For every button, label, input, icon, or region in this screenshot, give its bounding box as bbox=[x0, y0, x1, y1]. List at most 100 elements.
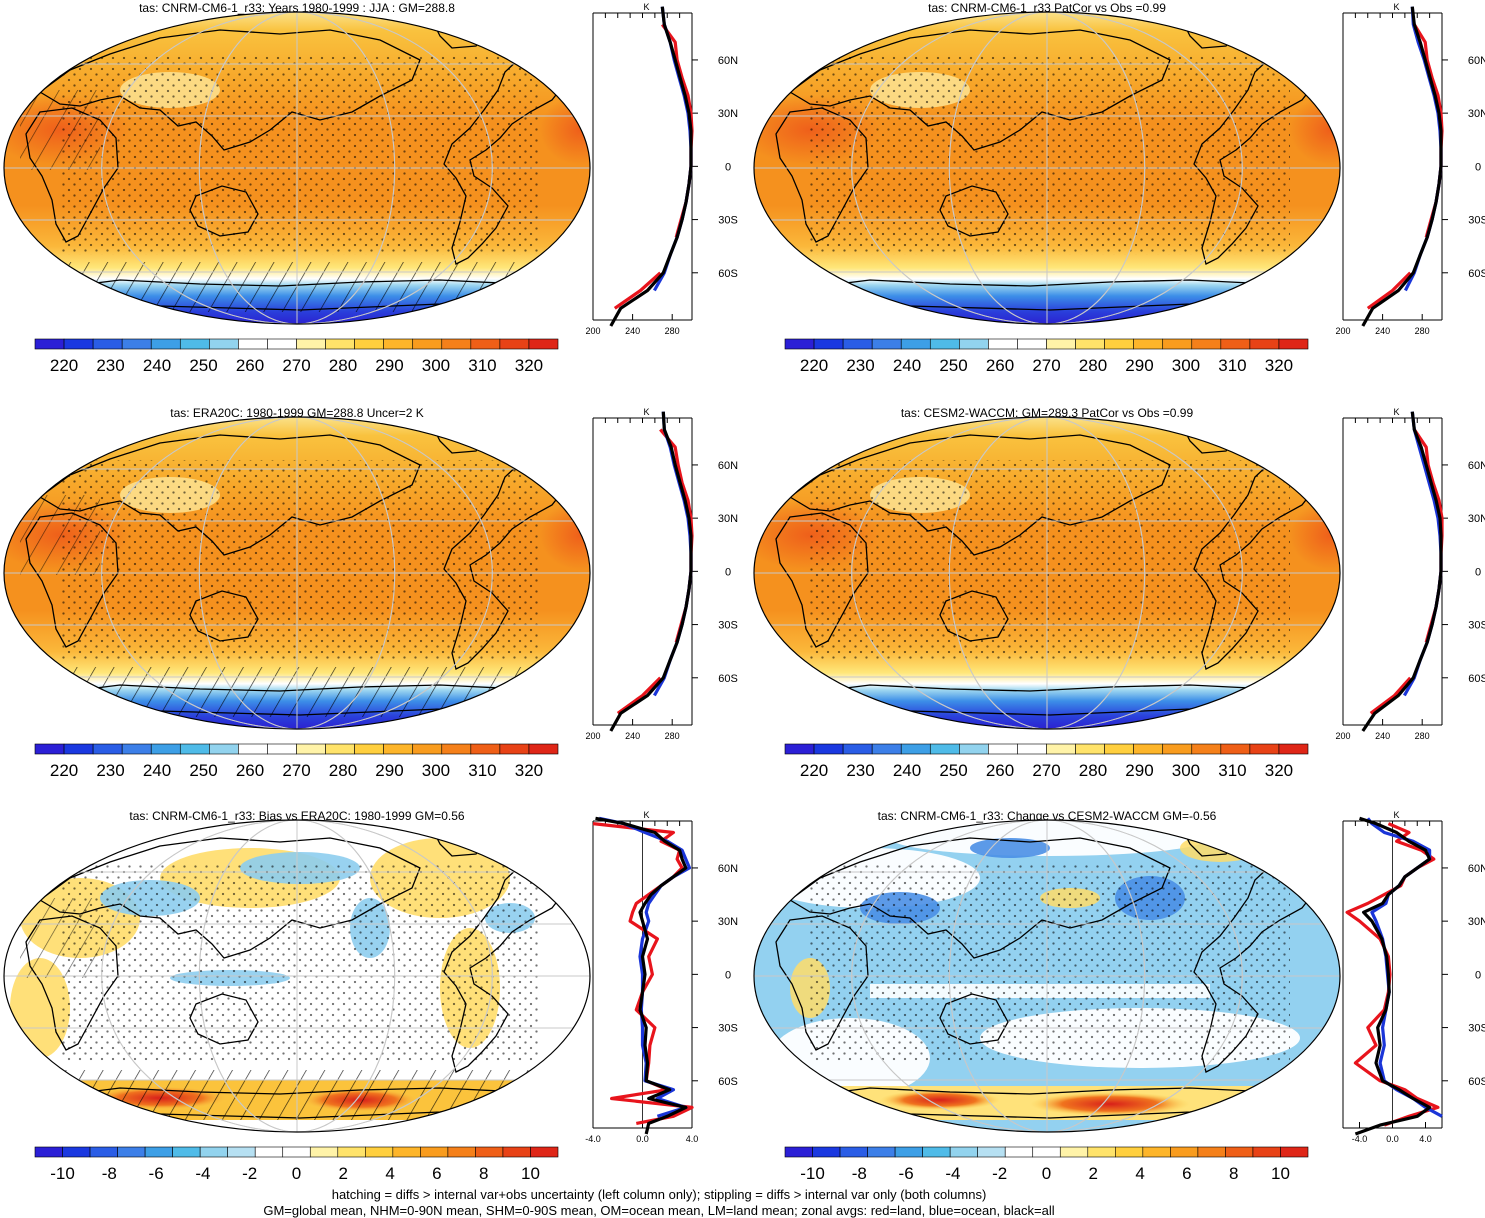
longitude-line bbox=[198, 417, 396, 729]
profile-lat-label: 30S bbox=[718, 215, 738, 227]
longitude-line bbox=[101, 820, 493, 1132]
profile-xtick-label: 280 bbox=[1415, 326, 1430, 336]
profile-xtick-label: 280 bbox=[1415, 731, 1430, 741]
colorbar-label: 250 bbox=[189, 356, 217, 375]
map-border bbox=[3, 819, 591, 1133]
colorbar-cell bbox=[383, 743, 414, 755]
colorbar-cell bbox=[528, 743, 559, 755]
profile-lat-label: 60N bbox=[1468, 460, 1485, 472]
profile-lat-label: 30S bbox=[718, 620, 738, 632]
profile-xtick-label: 0.0 bbox=[636, 1134, 649, 1144]
colorbar-label: 220 bbox=[50, 356, 78, 375]
colorbar-cell bbox=[254, 1146, 284, 1158]
colorbar-cell bbox=[900, 338, 931, 350]
coastline bbox=[1193, 454, 1317, 670]
colorbar-cell bbox=[238, 743, 268, 755]
hatching bbox=[10, 262, 590, 312]
longitude-line bbox=[851, 820, 1243, 1132]
profile-lat-label: 60S bbox=[1468, 1076, 1485, 1088]
colorbar-label: 8 bbox=[1229, 1164, 1238, 1183]
colorbar-label: 260 bbox=[986, 356, 1014, 375]
colorbar-label: -8 bbox=[852, 1164, 867, 1183]
profile-lat-label: 60N bbox=[1468, 863, 1485, 875]
colorbar-cell bbox=[1191, 743, 1222, 755]
colorbar-cell bbox=[296, 743, 326, 755]
colorbar-cell bbox=[267, 743, 297, 755]
colorbar-label: 250 bbox=[939, 761, 967, 780]
colorbar-cell bbox=[1162, 743, 1193, 755]
panel-title: tas: CESM2-WACCM: GM=289.3 PatCor vs Obs… bbox=[901, 406, 1194, 420]
map-field bbox=[754, 417, 1340, 729]
colorbar-cell bbox=[842, 743, 873, 755]
colorbar-label: 290 bbox=[375, 356, 403, 375]
colorbar-cell bbox=[92, 743, 123, 755]
colorbar-cell bbox=[121, 338, 152, 350]
profile-xtick-label: 200 bbox=[1335, 731, 1350, 741]
colorbar-label: 280 bbox=[1079, 761, 1107, 780]
colorbar-cell bbox=[949, 1146, 978, 1158]
colorbar-cell bbox=[1142, 1146, 1171, 1158]
colorbar-cell bbox=[894, 1146, 923, 1158]
colorbar-label: 260 bbox=[986, 761, 1014, 780]
coastline bbox=[189, 993, 259, 1045]
profile-lat-label: 30N bbox=[1468, 108, 1485, 120]
colorbar-label: 8 bbox=[479, 1164, 488, 1183]
panel-title: tas: CNRM-CM6-1_r33 PatCor vs Obs =0.99 bbox=[928, 1, 1166, 15]
colorbar-label: 2 bbox=[1089, 1164, 1098, 1183]
colorbar-label: 250 bbox=[189, 761, 217, 780]
colorbar-label: -4 bbox=[195, 1164, 210, 1183]
panel-6: tas: CNRM-CM6-1_r33: Change vs CESM2-WAC… bbox=[753, 809, 1485, 1183]
colorbar-cell bbox=[209, 338, 239, 350]
zonal-mean-ocean-line bbox=[1366, 817, 1443, 1118]
map-border bbox=[753, 819, 1341, 1133]
zonal-mean-all-line bbox=[1361, 411, 1443, 732]
colorbar-cell bbox=[63, 338, 94, 350]
longitude-line bbox=[198, 820, 396, 1132]
map-field bbox=[4, 820, 590, 1132]
coastline bbox=[25, 107, 119, 243]
colorbar-label: 230 bbox=[96, 761, 124, 780]
profile-xtick-label: 0.0 bbox=[1386, 1134, 1399, 1144]
map-border bbox=[753, 416, 1341, 730]
colorbar-cell bbox=[238, 338, 268, 350]
colorbar-cell bbox=[842, 338, 873, 350]
profile-xtick-label: 200 bbox=[585, 731, 600, 741]
colorbar-cell bbox=[392, 1146, 421, 1158]
profile-lat-label: 0 bbox=[1475, 566, 1481, 578]
longitude-line bbox=[948, 417, 1146, 729]
panel-4: tas: CESM2-WACCM: GM=289.3 PatCor vs Obs… bbox=[753, 406, 1485, 780]
zonal-mean-all-line bbox=[1354, 816, 1432, 1136]
profile-xtick-label: 4.0 bbox=[686, 1134, 699, 1144]
colorbar-label: 230 bbox=[846, 761, 874, 780]
profile-xtick-label: 240 bbox=[625, 731, 640, 741]
profile-lat-label: 60S bbox=[1468, 673, 1485, 685]
profile-lat-label: 60N bbox=[1468, 55, 1485, 67]
colorbar-cell bbox=[784, 743, 815, 755]
colorbar-label: 6 bbox=[432, 1164, 441, 1183]
zonal-mean-all-line bbox=[595, 816, 688, 1135]
colorbar-label: 310 bbox=[1218, 761, 1246, 780]
coastline bbox=[788, 434, 1171, 556]
footer-line-2: GM=global mean, NHM=0-90N mean, SHM=0-90… bbox=[263, 1203, 1054, 1218]
colorbar-cell bbox=[929, 743, 960, 755]
colorbar-cell bbox=[1278, 743, 1309, 755]
colorbar-cell bbox=[34, 1146, 63, 1158]
colorbar-cell bbox=[354, 338, 384, 350]
map-border bbox=[3, 416, 591, 730]
warming bbox=[1180, 834, 1260, 862]
colorbar-cell bbox=[441, 743, 472, 755]
hatching bbox=[10, 1070, 590, 1120]
colorbar-label: 240 bbox=[893, 761, 921, 780]
profile-xtick-label: 280 bbox=[665, 326, 680, 336]
coastline bbox=[775, 107, 869, 243]
colorbar-cell bbox=[1191, 338, 1222, 350]
profile-xtick-label: 200 bbox=[1335, 326, 1350, 336]
colorbar-label: 4 bbox=[385, 1164, 394, 1183]
colorbar-cell bbox=[1170, 1146, 1199, 1158]
profile-lat-label: 0 bbox=[725, 566, 731, 578]
profile-lat-label: 60S bbox=[1468, 268, 1485, 280]
colorbar-label: -10 bbox=[50, 1164, 75, 1183]
colorbar-label: 240 bbox=[143, 356, 171, 375]
zonal-mean-land-line bbox=[1366, 23, 1444, 310]
colorbar-cell bbox=[1280, 1146, 1309, 1158]
